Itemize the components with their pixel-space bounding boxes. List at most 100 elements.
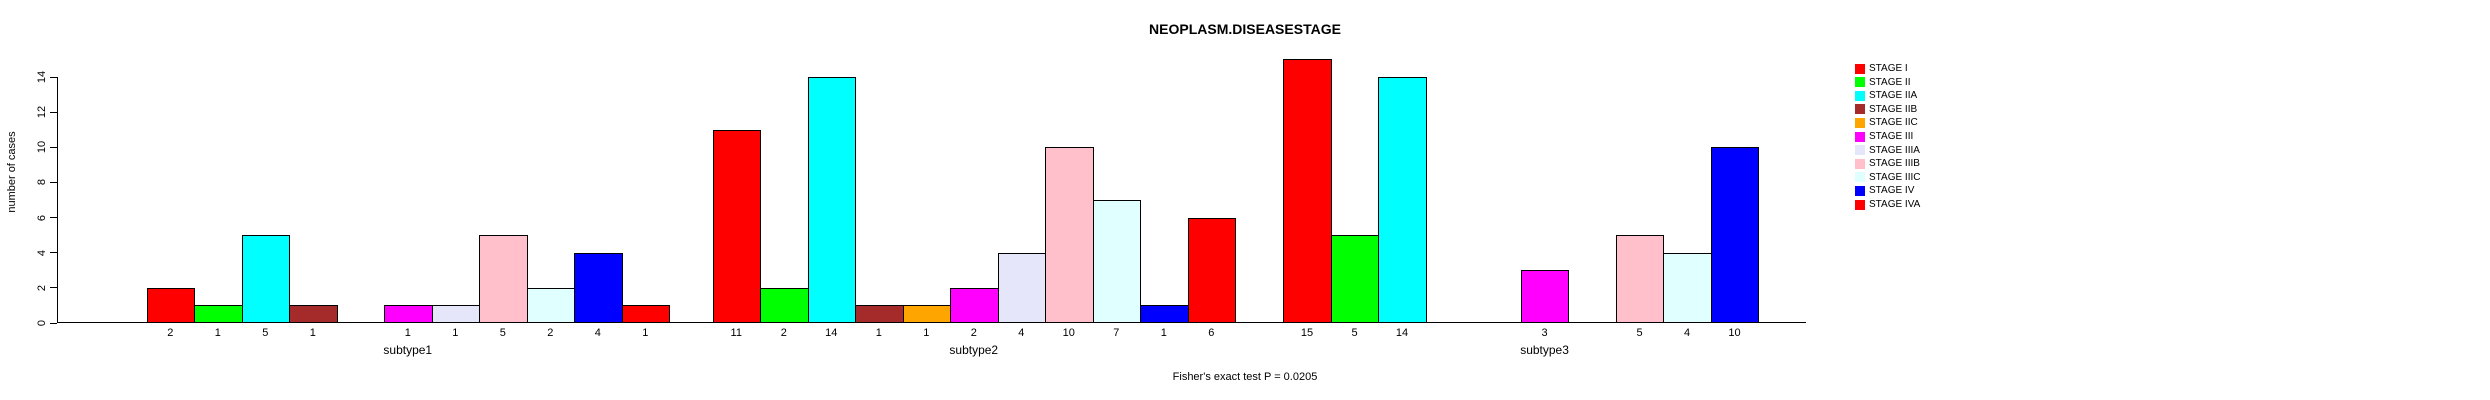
legend-label: STAGE IIA [1869, 90, 1918, 102]
legend-item: STAGE IIA [1855, 90, 1917, 101]
bar-value-label: 1 [404, 327, 411, 339]
legend-label: STAGE I [1869, 63, 1908, 74]
bar-value-label: 1 [309, 327, 316, 339]
bar-stage-ii-subtype1 [194, 305, 243, 323]
legend-item: STAGE III [1855, 131, 1913, 142]
bar-value-label: 1 [875, 327, 882, 339]
bar-stage-iv-subtype1 [574, 252, 623, 323]
bar-stage-iia-subtype2 [807, 77, 856, 323]
legend-swatch-stage-iii [1855, 131, 1865, 142]
legend-label: STAGE IIIC [1869, 171, 1921, 183]
y-tick-mark [50, 322, 57, 324]
bar-stage-iiia-subtype1 [431, 305, 480, 323]
bar-value-label: 1 [214, 327, 221, 339]
y-axis-line [57, 77, 58, 323]
legend-swatch-stage-iiib [1855, 158, 1865, 169]
bar-stage-iiic-subtype2 [1092, 200, 1141, 323]
bar-stage-iii-subtype3 [1520, 270, 1570, 323]
legend-label: STAGE II [1869, 76, 1911, 88]
bar-stage-iib-subtype1 [289, 305, 338, 323]
bar-stage-iii-subtype2 [950, 287, 999, 323]
legend-label: STAGE IIB [1869, 103, 1918, 115]
legend-swatch-stage-iiia [1855, 145, 1865, 156]
bar-value-label: 14 [1395, 327, 1409, 339]
y-axis-label: number of cases [6, 131, 18, 213]
bar-stage-iiib-subtype1 [479, 235, 528, 323]
bar-stage-iiia-subtype2 [997, 252, 1046, 323]
stat-annotation: Fisher's exact test P = 0.0205 [1172, 371, 1318, 383]
legend-label: STAGE IVA [1869, 199, 1921, 210]
y-tick-mark [50, 111, 57, 113]
bar-value-label: 11 [730, 327, 742, 339]
legend-swatch-stage-iib [1855, 104, 1865, 115]
legend-item: STAGE I [1855, 63, 1908, 74]
legend-label: STAGE IV [1869, 185, 1915, 197]
bar-stage-iia-subtype1 [241, 235, 290, 323]
bar-stage-iic-subtype2 [902, 305, 951, 323]
bar-stage-iia-subtype3 [1378, 77, 1427, 323]
bar-stage-iiic-subtype3 [1663, 252, 1712, 323]
bar-value-label: 4 [1018, 327, 1025, 339]
bar-value-label: 5 [1351, 327, 1358, 339]
bar-stage-ii-subtype3 [1330, 235, 1380, 323]
legend-swatch-stage-iva [1855, 199, 1865, 210]
bar-value-label: 1 [452, 327, 459, 339]
bar-value-label: 5 [262, 327, 269, 339]
y-tick-mark [50, 181, 57, 183]
bar-value-label: 5 [1636, 327, 1643, 339]
y-tick-label: 6 [36, 214, 48, 221]
legend-swatch-stage-iia [1855, 90, 1865, 101]
bar-stage-i-subtype2 [712, 129, 761, 323]
bar-value-label: 15 [1300, 327, 1314, 339]
legend-label: STAGE IIIA [1869, 144, 1920, 156]
legend-label: STAGE III [1869, 131, 1914, 142]
y-tick-mark [50, 287, 57, 289]
legend-swatch-stage-iiic [1855, 172, 1865, 183]
legend-label: STAGE IIIB [1869, 158, 1920, 170]
y-tick-mark [50, 76, 57, 78]
bar-stage-iiib-subtype2 [1045, 147, 1094, 323]
bar-value-label: 6 [1208, 327, 1215, 339]
legend-item: STAGE IIB [1855, 104, 1917, 115]
bar-value-label: 10 [1062, 327, 1075, 339]
legend-label: STAGE IIC [1869, 117, 1918, 129]
legend-swatch-stage-iic [1855, 117, 1865, 128]
bar-stage-iva-subtype2 [1187, 217, 1236, 323]
y-tick-label: 4 [36, 249, 48, 256]
bar-value-label: 3 [1541, 327, 1548, 339]
y-tick-label: 8 [36, 179, 48, 186]
legend-item: STAGE IVA [1855, 199, 1920, 210]
bar-value-label: 10 [1728, 327, 1741, 339]
bar-value-label: 14 [825, 327, 838, 339]
bar-value-label: 7 [1113, 327, 1120, 339]
x-group-label-subtype1: subtype1 [383, 343, 433, 357]
bar-value-label: 2 [547, 327, 554, 339]
bar-stage-ii-subtype2 [760, 287, 809, 323]
bar-value-label: 4 [594, 327, 601, 339]
y-tick-mark [50, 146, 57, 148]
bar-stage-iib-subtype2 [855, 305, 904, 323]
y-tick-label: 2 [36, 284, 48, 291]
legend-item: STAGE IIIC [1855, 172, 1921, 183]
bar-value-label: 2 [970, 327, 977, 339]
legend-swatch-stage-ii [1855, 77, 1865, 88]
legend-item: STAGE IIIA [1855, 145, 1920, 156]
bar-stage-iv-subtype3 [1710, 147, 1760, 323]
legend-item: STAGE IV [1855, 185, 1914, 196]
y-tick-mark [50, 217, 57, 219]
legend-item: STAGE II [1855, 77, 1911, 88]
legend-item: STAGE IIC [1855, 117, 1918, 128]
bar-stage-iva-subtype1 [621, 305, 670, 323]
bar-stage-i-subtype3 [1283, 59, 1332, 323]
bar-value-label: 1 [642, 327, 649, 339]
bar-stage-iv-subtype2 [1140, 305, 1189, 323]
y-tick-label: 10 [36, 141, 48, 154]
bar-value-label: 2 [167, 327, 174, 339]
legend-item: STAGE IIIB [1855, 158, 1920, 169]
y-tick-label: 0 [36, 319, 48, 327]
bar-stage-iii-subtype1 [384, 305, 433, 323]
legend-swatch-stage-iv [1855, 185, 1865, 196]
y-tick-label: 12 [36, 106, 48, 119]
legend-swatch-stage-i [1855, 63, 1865, 74]
